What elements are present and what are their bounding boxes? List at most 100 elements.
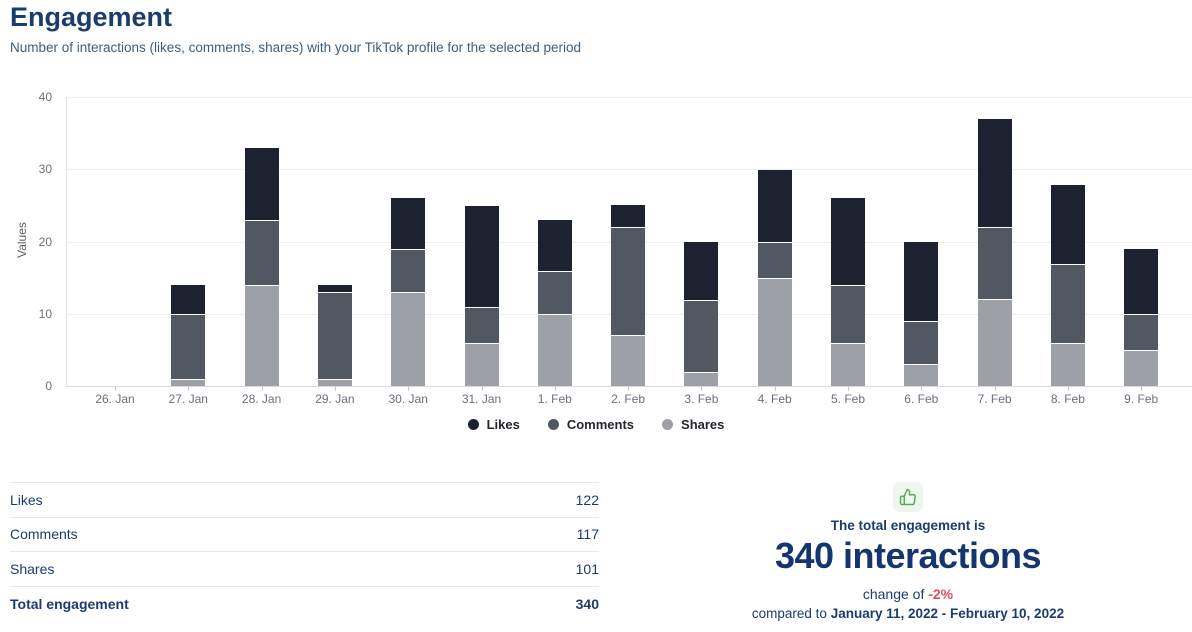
legend-item-comments[interactable]: Comments — [547, 417, 634, 432]
change-prefix: change of — [862, 586, 929, 602]
x-axis-tick — [481, 386, 483, 391]
x-tick-label: 1. Feb — [537, 392, 572, 406]
bar-segment-shares[interactable] — [904, 364, 939, 386]
x-tick-label: 5. Feb — [830, 392, 866, 406]
bar-segment-likes[interactable] — [1124, 249, 1159, 314]
legend-dot-icon — [467, 419, 479, 430]
legend-item-shares[interactable]: Shares — [662, 417, 724, 432]
stacked-bar-5-feb[interactable] — [831, 198, 865, 386]
stacked-bar-2-feb[interactable] — [611, 205, 646, 386]
thumbs-up-icon — [893, 482, 923, 512]
engagement-summary-table: Likes 122 Comments 117 Shares 101 Total … — [10, 482, 599, 620]
bar-segment-shares[interactable] — [1050, 343, 1085, 386]
panel-caption: The total engagement is — [830, 518, 986, 533]
x-tick-label: 26. Jan — [95, 392, 135, 406]
bar-segment-comments[interactable] — [1050, 264, 1085, 343]
bar-segment-shares[interactable] — [831, 343, 865, 386]
bar-segment-shares[interactable] — [317, 379, 352, 386]
bar-segment-shares[interactable] — [244, 285, 279, 386]
bar-segment-likes[interactable] — [831, 198, 865, 285]
x-axis-tick — [408, 386, 410, 391]
bar-segment-likes[interactable] — [757, 170, 792, 242]
bar-segment-comments[interactable] — [977, 227, 1012, 299]
stacked-bar-4-feb[interactable] — [757, 170, 792, 386]
bar-segment-likes[interactable] — [1050, 185, 1085, 264]
bar-segment-shares[interactable] — [464, 343, 499, 386]
bar-segment-likes[interactable] — [904, 242, 939, 321]
x-axis-tick — [334, 386, 336, 391]
bar-segment-comments[interactable] — [391, 249, 426, 292]
x-tick-label: 7. Feb — [977, 392, 1012, 406]
x-tick-label: 30. Jan — [388, 392, 428, 406]
row-label: Likes — [10, 491, 43, 508]
stacked-bar-1-feb[interactable] — [537, 220, 572, 386]
bar-segment-likes[interactable] — [977, 119, 1012, 227]
compare-range: January 11, 2022 - February 10, 2022 — [830, 606, 1065, 621]
table-row-comments: Comments 117 — [10, 516, 599, 552]
y-axis-line — [66, 97, 67, 386]
stacked-bar-6-feb[interactable] — [904, 242, 939, 386]
row-label: Total engagement — [10, 595, 129, 612]
stacked-bar-3-feb[interactable] — [684, 242, 719, 386]
chart-legend: Likes Comments Shares — [0, 417, 1192, 432]
bar-segment-shares[interactable] — [391, 292, 426, 386]
x-tick-label: 9. Feb — [1124, 392, 1159, 406]
engagement-chart: Values Likes Comments Shares 0 10 20 30 40 26. … — [0, 85, 1192, 445]
x-tick-label: 8. Feb — [1050, 392, 1085, 406]
bar-segment-comments[interactable] — [317, 292, 352, 379]
bar-segment-comments[interactable] — [464, 307, 499, 343]
x-axis-tick — [115, 386, 116, 391]
gridline — [66, 97, 1192, 98]
stacked-bar-8-feb[interactable] — [1050, 185, 1085, 386]
bar-segment-shares[interactable] — [611, 335, 646, 386]
legend-label: Likes — [486, 417, 520, 432]
table-row-total: Total engagement 340 — [10, 585, 599, 621]
bar-segment-comments[interactable] — [611, 227, 646, 335]
bar-segment-likes[interactable] — [684, 242, 719, 300]
bar-segment-shares[interactable] — [757, 278, 792, 386]
row-label: Comments — [10, 526, 78, 543]
bar-segment-shares[interactable] — [537, 314, 572, 386]
bar-segment-likes[interactable] — [391, 198, 426, 249]
y-tick-label: 20 — [38, 234, 52, 249]
bar-segment-shares[interactable] — [684, 372, 719, 386]
bar-segment-likes[interactable] — [611, 205, 646, 227]
x-tick-label: 3. Feb — [684, 392, 719, 406]
legend-item-likes[interactable]: Likes — [467, 417, 520, 432]
stacked-bar-7-feb[interactable] — [977, 119, 1012, 386]
bar-segment-shares[interactable] — [1124, 350, 1159, 386]
x-axis-tick — [554, 386, 556, 391]
bar-segment-likes[interactable] — [317, 285, 352, 292]
stacked-bar-27-jan[interactable] — [171, 285, 206, 386]
bar-segment-comments[interactable] — [537, 271, 572, 314]
stacked-bar-30-jan[interactable] — [391, 198, 426, 386]
stacked-bar-29-jan[interactable] — [317, 285, 352, 386]
bar-segment-comments[interactable] — [1124, 314, 1159, 350]
bar-segment-comments[interactable] — [831, 285, 865, 343]
bar-segment-likes[interactable] — [464, 206, 499, 307]
bar-segment-comments[interactable] — [904, 321, 939, 364]
bar-segment-likes[interactable] — [171, 285, 206, 314]
bar-segment-likes[interactable] — [244, 148, 279, 220]
row-value: 101 — [575, 560, 599, 577]
bar-segment-comments[interactable] — [244, 220, 279, 285]
x-tick-label: 2. Feb — [611, 392, 646, 406]
stacked-bar-31-jan[interactable] — [464, 206, 499, 386]
bar-segment-comments[interactable] — [757, 242, 792, 278]
bar-segment-likes[interactable] — [537, 220, 572, 271]
stacked-bar-9-feb[interactable] — [1124, 249, 1159, 386]
y-tick-label: 40 — [38, 90, 52, 104]
legend-dot-icon — [547, 419, 559, 430]
bar-segment-shares[interactable] — [977, 299, 1012, 386]
bar-segment-comments[interactable] — [684, 300, 719, 372]
y-tick-label: 0 — [45, 379, 52, 393]
panel-compare: compared to January 11, 2022 - February … — [700, 606, 1116, 621]
bar-segment-comments[interactable] — [171, 314, 206, 379]
bar-segment-shares[interactable] — [171, 379, 206, 386]
table-row-shares: Shares 101 — [10, 551, 599, 586]
x-axis-tick — [848, 386, 849, 391]
x-axis-tick — [701, 386, 703, 391]
stacked-bar-28-jan[interactable] — [244, 148, 279, 386]
legend-label: Shares — [681, 417, 725, 432]
